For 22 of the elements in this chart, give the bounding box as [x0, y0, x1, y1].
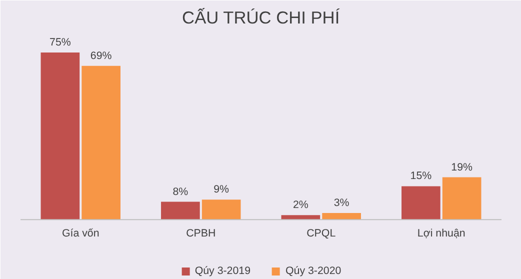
x-tick-label: Lợi nhuận	[417, 228, 466, 240]
data-label: 15%	[410, 170, 432, 182]
bar	[402, 186, 440, 220]
data-label: 19%	[451, 161, 474, 174]
legend-label: Qúy 3-2020	[286, 265, 342, 277]
data-label: 69%	[90, 50, 112, 62]
data-label: 8%	[172, 186, 189, 198]
data-label: 2%	[292, 199, 309, 212]
data-label: 75%	[50, 36, 72, 49]
data-label: 3%	[334, 196, 350, 209]
x-tick-label: Gía vốn	[62, 228, 100, 240]
x-tick-label: CPQL	[306, 228, 336, 240]
bar	[202, 200, 241, 220]
chart-title: CẤU TRÚC CHI PHÍ	[182, 8, 340, 28]
bar	[322, 212, 361, 220]
legend-label: Qúy 3-2019	[194, 265, 250, 277]
data-label: 9%	[214, 184, 230, 196]
x-tick-label: CPBH	[186, 228, 216, 240]
bar	[161, 202, 200, 220]
bar	[82, 66, 120, 220]
bar	[40, 52, 80, 220]
bar	[442, 177, 482, 220]
